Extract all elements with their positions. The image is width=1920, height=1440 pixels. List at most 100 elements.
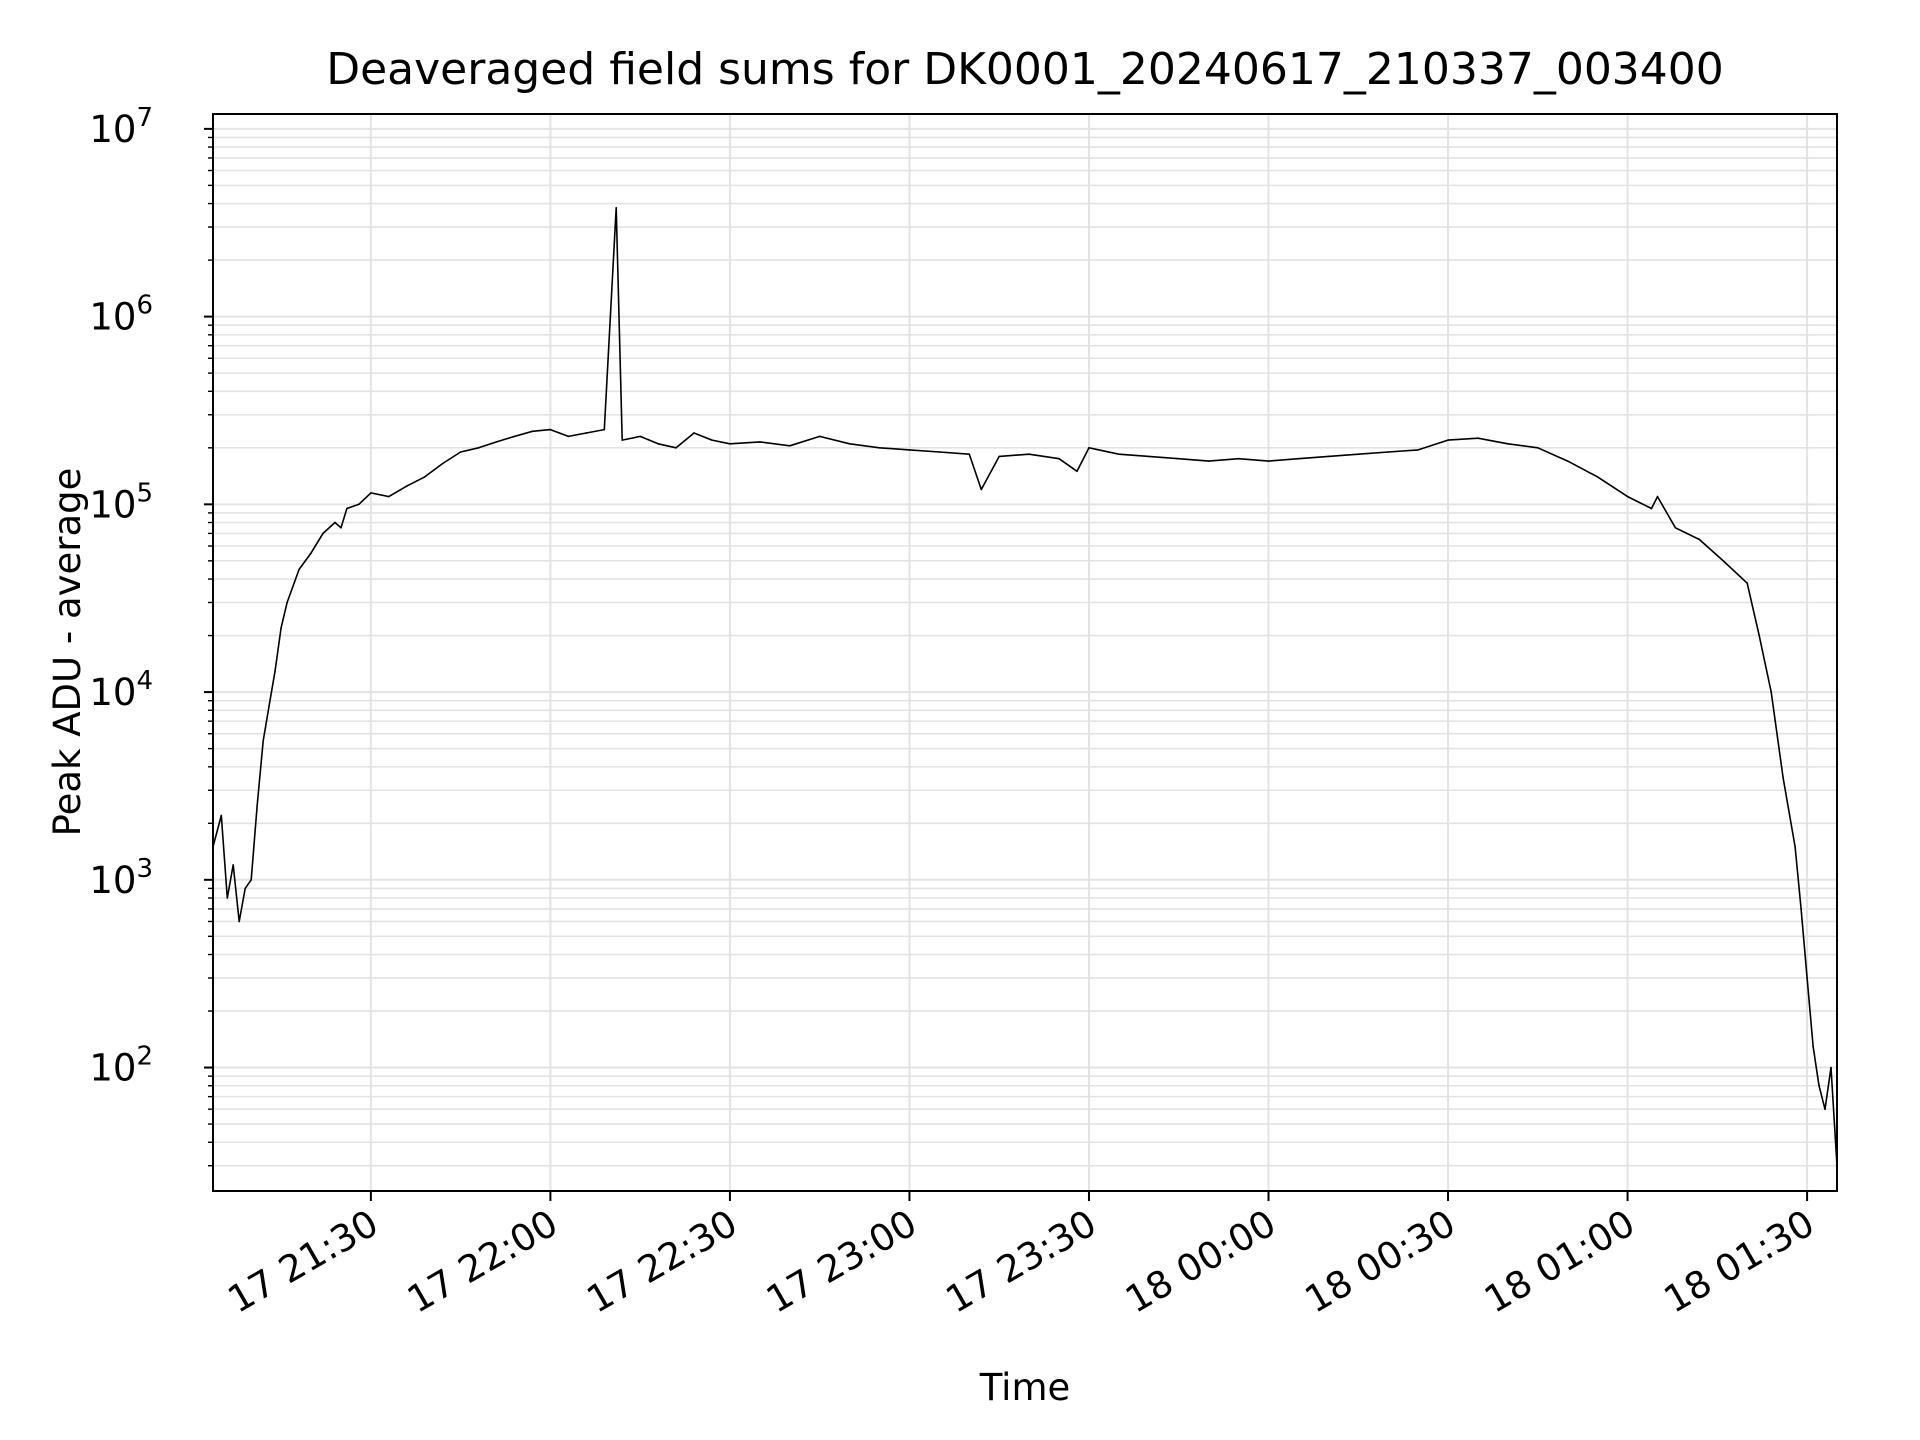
- data-point: [1806, 977, 1808, 979]
- data-point: [621, 439, 624, 441]
- data-point: [322, 532, 324, 535]
- series-layer: [212, 206, 1838, 1167]
- data-point: [441, 462, 444, 465]
- data-point: [1118, 453, 1120, 455]
- data-point: [250, 879, 252, 881]
- data-point: [1698, 538, 1701, 541]
- data-point: [1656, 495, 1659, 498]
- data-point: [405, 485, 408, 487]
- data-point: [1417, 449, 1419, 451]
- y-tick-label: 106: [89, 291, 153, 339]
- chart-title: Deaveraged field sums for DK0001_2024061…: [326, 44, 1724, 95]
- data-point: [1387, 451, 1389, 453]
- data-point: [1626, 495, 1629, 498]
- data-point: [256, 804, 258, 806]
- data-point: [1824, 1108, 1826, 1110]
- data-point: [878, 447, 881, 449]
- data-point: [711, 439, 713, 441]
- data-point: [1794, 845, 1796, 848]
- data-point: [286, 601, 288, 604]
- data-point: [358, 503, 360, 506]
- data-point: [818, 435, 821, 438]
- data-point: [1782, 776, 1784, 779]
- data-point: [1830, 1066, 1832, 1069]
- data-point: [585, 432, 588, 434]
- data-point: [1746, 582, 1749, 585]
- data-point: [615, 206, 618, 209]
- data-point: [1357, 453, 1360, 455]
- y-axis: 102 103 104 105 106 107: [89, 103, 213, 1167]
- data-point: [1237, 457, 1240, 460]
- data-point: [274, 669, 276, 672]
- data-point: [1058, 457, 1060, 460]
- y-axis-label: Peak ADU - average: [46, 468, 89, 837]
- data-point: [232, 864, 235, 866]
- data-point: [1674, 526, 1677, 529]
- data-point: [280, 626, 282, 629]
- data-point: [268, 704, 270, 707]
- data-point: [1758, 634, 1761, 637]
- data-point: [334, 521, 336, 524]
- y-tick-label: 102: [89, 1042, 153, 1090]
- y-tick-label: 103: [89, 854, 153, 902]
- data-point: [1536, 447, 1539, 449]
- data-point: [1770, 691, 1772, 693]
- data-point: [788, 445, 791, 447]
- data-point: [1812, 1045, 1814, 1047]
- data-point: [848, 443, 851, 445]
- data-point: [938, 451, 941, 453]
- data-point: [1722, 560, 1725, 562]
- data-point: [998, 455, 1001, 458]
- data-point: [1800, 908, 1802, 910]
- data-point: [423, 476, 426, 478]
- data-point: [1148, 455, 1150, 458]
- plot-frame: [212, 113, 1838, 1192]
- data-point: [1818, 1084, 1820, 1087]
- data-point: [340, 526, 342, 529]
- data-point: [477, 447, 480, 449]
- data-point: [1088, 447, 1090, 449]
- data-point: [298, 568, 300, 571]
- data-point: [657, 443, 659, 445]
- data-point: [1507, 443, 1509, 445]
- y-tick-label: 104: [89, 666, 153, 714]
- data-point: [908, 449, 911, 451]
- data-point: [980, 488, 983, 491]
- data-point: [549, 428, 552, 431]
- data-point: [1076, 470, 1078, 473]
- data-point: [238, 920, 241, 923]
- data-point: [226, 897, 229, 899]
- data-point: [459, 451, 462, 453]
- data-point: [346, 507, 348, 510]
- data-point: [1566, 460, 1569, 462]
- data-point: [531, 430, 534, 433]
- data-point: [1650, 507, 1653, 510]
- data-point: [310, 552, 312, 554]
- data-point: [1596, 476, 1599, 478]
- data-point: [693, 432, 695, 434]
- data-point: [513, 435, 516, 438]
- data-point: [388, 495, 390, 498]
- data-point: [370, 492, 372, 494]
- data-point: [244, 887, 247, 890]
- data-point: [1207, 460, 1210, 462]
- y-tick-label: 107: [89, 103, 153, 151]
- data-point: [1267, 460, 1270, 462]
- data-point: [603, 428, 606, 431]
- data-point: [1028, 453, 1030, 455]
- data-point: [1177, 457, 1180, 460]
- data-point: [1477, 437, 1479, 440]
- data-point: [1447, 439, 1449, 441]
- data-point: [1297, 457, 1300, 460]
- data-point: [759, 441, 761, 443]
- data-point: [495, 441, 498, 443]
- data-point: [729, 443, 731, 445]
- data-point: [220, 814, 223, 817]
- data-point: [567, 435, 570, 438]
- data-point: [639, 435, 641, 438]
- data-point: [675, 447, 677, 449]
- grid-layer: [213, 114, 1837, 1191]
- data-point: [262, 740, 264, 742]
